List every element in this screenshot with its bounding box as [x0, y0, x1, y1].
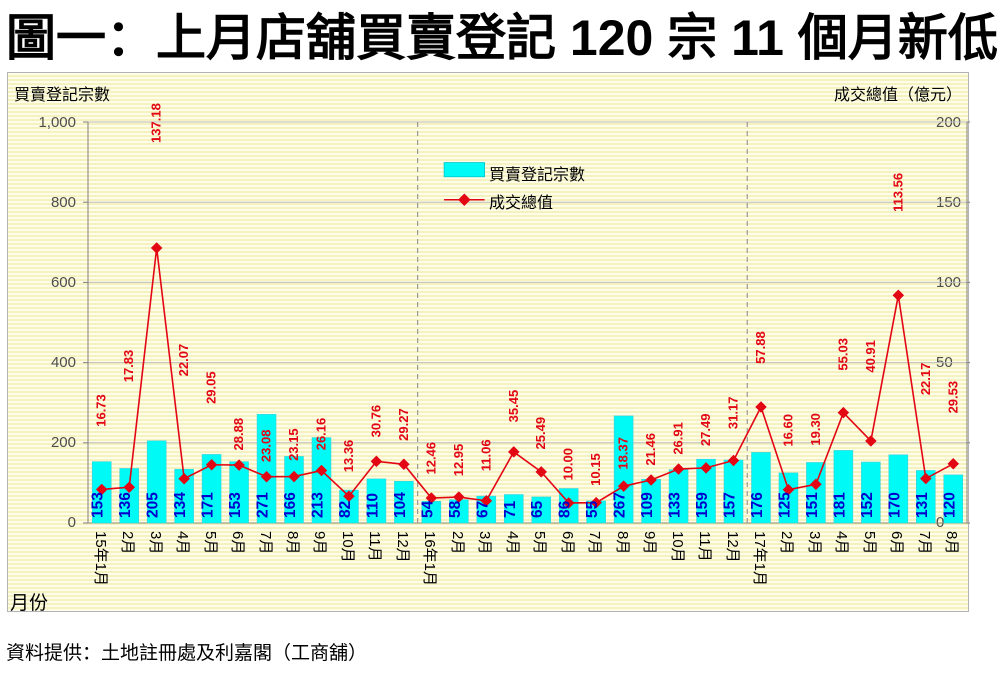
svg-text:23.08: 23.08 — [259, 430, 274, 463]
svg-text:58: 58 — [447, 500, 464, 518]
svg-text:153: 153 — [90, 492, 107, 518]
svg-text:205: 205 — [145, 492, 162, 518]
svg-text:10.00: 10.00 — [561, 448, 576, 481]
svg-text:54: 54 — [419, 500, 436, 518]
svg-text:12.95: 12.95 — [451, 444, 466, 477]
svg-text:267: 267 — [612, 492, 629, 518]
svg-text:153: 153 — [227, 492, 244, 518]
svg-text:35.45: 35.45 — [506, 390, 521, 423]
svg-text:181: 181 — [831, 492, 848, 518]
svg-text:13.36: 13.36 — [341, 440, 356, 473]
svg-text:28.88: 28.88 — [231, 418, 246, 451]
svg-text:17.83: 17.83 — [121, 350, 136, 383]
svg-text:27.49: 27.49 — [698, 414, 713, 447]
svg-text:30.76: 30.76 — [368, 405, 383, 438]
svg-text:55.03: 55.03 — [835, 338, 850, 371]
svg-text:125: 125 — [776, 492, 793, 518]
svg-text:134: 134 — [172, 492, 189, 518]
svg-text:22.17: 22.17 — [918, 363, 933, 396]
svg-text:57.88: 57.88 — [753, 331, 768, 364]
svg-text:133: 133 — [667, 492, 684, 518]
svg-text:26.91: 26.91 — [671, 422, 686, 455]
svg-text:65: 65 — [529, 500, 546, 518]
svg-text:40.91: 40.91 — [863, 340, 878, 373]
svg-text:26.16: 26.16 — [313, 418, 328, 451]
svg-text:22.07: 22.07 — [176, 344, 191, 377]
svg-text:159: 159 — [694, 492, 711, 518]
svg-text:55: 55 — [584, 500, 601, 518]
svg-text:166: 166 — [282, 492, 299, 518]
svg-text:151: 151 — [804, 492, 821, 518]
svg-text:170: 170 — [886, 492, 903, 518]
svg-text:137.18: 137.18 — [149, 103, 164, 143]
svg-text:131: 131 — [914, 492, 931, 518]
svg-text:271: 271 — [255, 492, 272, 518]
svg-text:23.15: 23.15 — [286, 428, 301, 461]
svg-text:16.73: 16.73 — [94, 394, 109, 427]
svg-text:171: 171 — [200, 492, 217, 518]
svg-text:25.49: 25.49 — [533, 417, 548, 450]
svg-text:109: 109 — [639, 492, 656, 518]
svg-text:10.15: 10.15 — [588, 453, 603, 486]
svg-text:110: 110 — [364, 493, 381, 518]
svg-text:21.46: 21.46 — [643, 433, 658, 466]
svg-text:29.05: 29.05 — [204, 371, 219, 404]
svg-text:213: 213 — [309, 492, 326, 518]
svg-text:71: 71 — [502, 500, 519, 518]
svg-text:120: 120 — [941, 492, 958, 518]
svg-text:136: 136 — [117, 492, 134, 518]
svg-text:19.30: 19.30 — [808, 413, 823, 446]
svg-text:29.27: 29.27 — [396, 408, 411, 441]
svg-text:176: 176 — [749, 492, 766, 518]
svg-text:104: 104 — [392, 492, 409, 518]
svg-text:67: 67 — [474, 501, 491, 518]
svg-text:16.60: 16.60 — [780, 414, 795, 447]
svg-text:82: 82 — [337, 501, 354, 518]
svg-text:18.37: 18.37 — [616, 437, 631, 470]
svg-text:12.46: 12.46 — [423, 442, 438, 475]
svg-text:152: 152 — [859, 492, 876, 518]
svg-text:157: 157 — [722, 492, 739, 518]
svg-text:86: 86 — [557, 500, 574, 518]
svg-text:31.17: 31.17 — [726, 397, 741, 430]
svg-text:29.53: 29.53 — [945, 381, 960, 414]
svg-text:113.56: 113.56 — [890, 173, 905, 212]
svg-text:11.06: 11.06 — [478, 439, 493, 471]
